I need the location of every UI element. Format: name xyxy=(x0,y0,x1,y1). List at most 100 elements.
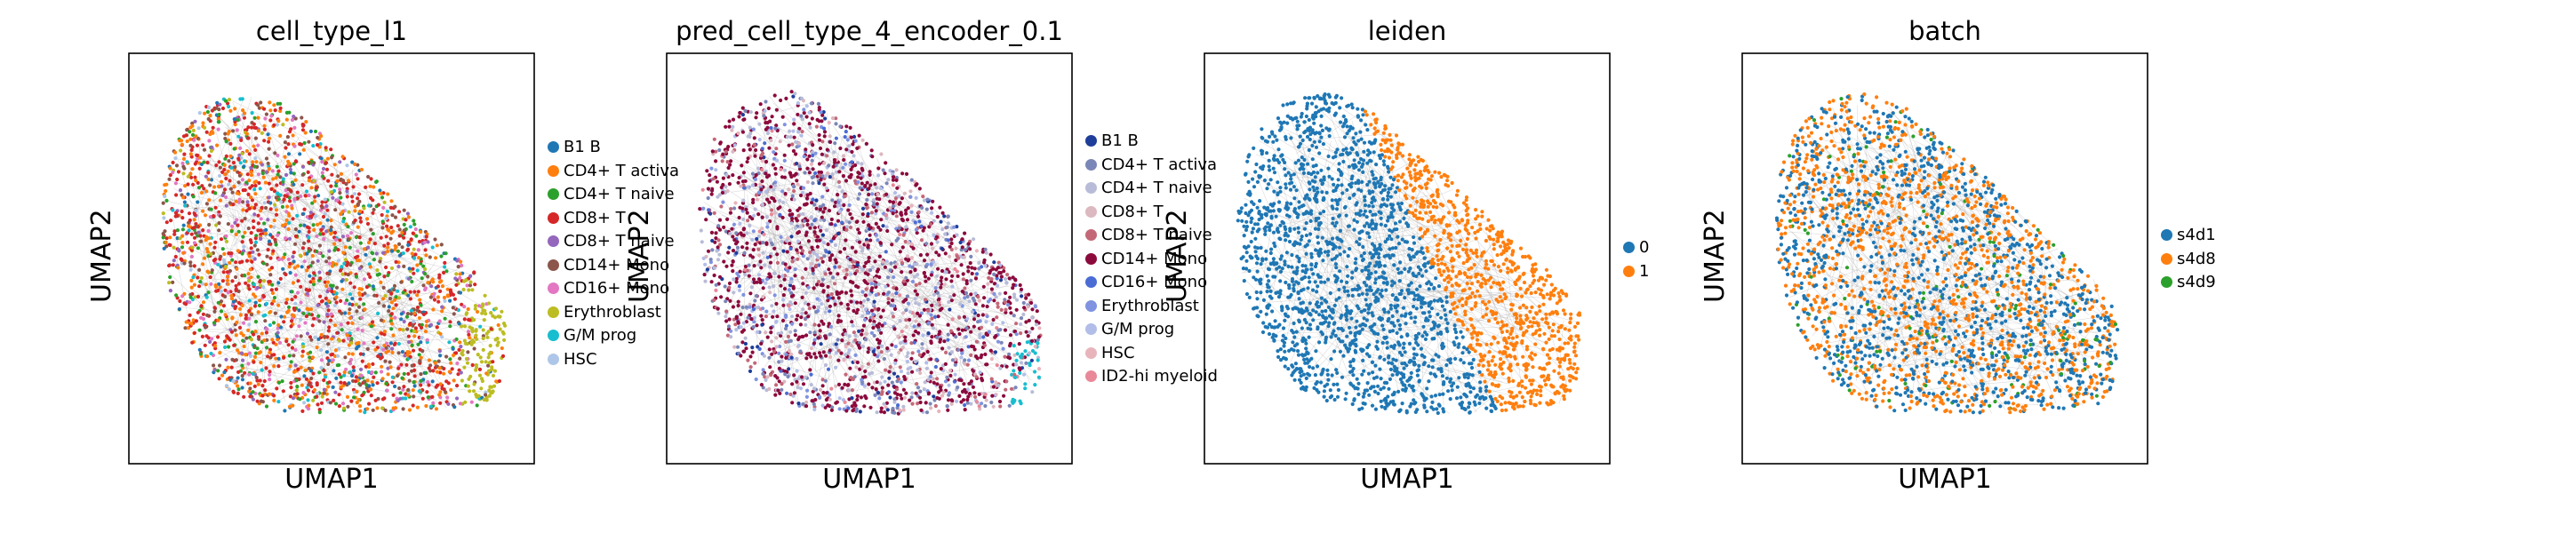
data-point xyxy=(241,235,245,239)
data-point xyxy=(236,391,240,395)
data-point xyxy=(904,211,908,216)
data-point xyxy=(756,234,761,239)
data-point xyxy=(957,331,962,337)
data-point xyxy=(268,100,272,105)
data-point xyxy=(893,358,898,362)
data-point xyxy=(500,330,505,334)
data-point xyxy=(936,314,940,319)
data-point xyxy=(291,217,295,221)
data-point xyxy=(382,332,387,337)
data-point xyxy=(884,181,889,186)
data-point xyxy=(870,386,875,390)
data-point xyxy=(226,101,230,106)
data-point xyxy=(222,187,228,192)
data-point xyxy=(189,232,194,236)
data-point xyxy=(415,293,420,298)
data-point xyxy=(232,117,236,122)
data-point xyxy=(949,402,954,406)
data-point xyxy=(252,206,257,211)
data-point xyxy=(236,376,240,380)
data-point xyxy=(732,290,736,295)
data-point xyxy=(411,403,415,408)
data-point xyxy=(866,211,870,216)
data-point xyxy=(243,274,247,278)
data-point xyxy=(278,133,283,138)
data-point xyxy=(386,249,390,254)
data-point xyxy=(227,345,231,349)
data-point xyxy=(500,346,504,351)
data-point xyxy=(369,195,373,201)
data-point xyxy=(965,401,970,405)
data-point xyxy=(486,301,492,306)
data-point xyxy=(828,304,832,308)
data-point xyxy=(241,200,245,204)
data-point xyxy=(196,294,201,298)
data-point xyxy=(294,334,299,338)
data-point xyxy=(330,337,334,341)
data-point xyxy=(328,318,333,322)
data-point xyxy=(479,386,484,391)
data-point xyxy=(339,380,343,385)
data-point xyxy=(224,176,228,181)
data-point xyxy=(447,340,452,345)
data-point xyxy=(264,366,268,370)
data-point xyxy=(371,232,375,236)
data-point xyxy=(826,242,830,247)
data-point xyxy=(823,116,828,121)
data-point xyxy=(348,307,352,312)
data-point xyxy=(258,298,262,303)
data-point xyxy=(244,353,248,357)
data-point xyxy=(702,273,707,277)
data-point xyxy=(480,378,484,384)
data-point xyxy=(354,235,359,240)
data-point xyxy=(207,198,212,203)
data-point xyxy=(908,270,913,274)
data-point xyxy=(905,218,910,222)
data-point xyxy=(1027,292,1031,297)
graph-edge xyxy=(736,115,967,304)
data-point xyxy=(346,321,350,325)
data-point xyxy=(356,192,362,196)
data-point xyxy=(204,189,209,194)
data-point xyxy=(340,202,345,206)
data-point xyxy=(901,233,906,237)
data-point xyxy=(460,353,465,357)
data-point xyxy=(358,409,363,413)
graph-edge xyxy=(228,287,316,381)
data-point xyxy=(921,228,925,233)
graph-edge xyxy=(189,165,215,311)
data-point xyxy=(474,333,478,338)
data-point xyxy=(362,247,367,251)
data-point xyxy=(992,298,996,303)
graph-edge xyxy=(821,339,837,349)
data-point xyxy=(758,102,763,107)
data-point xyxy=(434,256,438,260)
data-point xyxy=(189,322,194,326)
data-point xyxy=(760,322,764,327)
data-point xyxy=(256,228,260,233)
data-point xyxy=(968,247,972,251)
data-point xyxy=(380,331,384,336)
data-point xyxy=(278,175,283,179)
data-point xyxy=(236,117,240,123)
data-point xyxy=(703,262,708,266)
data-point xyxy=(180,241,185,245)
data-point xyxy=(757,277,762,282)
data-point xyxy=(444,379,449,384)
data-point xyxy=(293,301,298,306)
data-point xyxy=(249,195,253,200)
data-point xyxy=(246,328,251,332)
data-point xyxy=(1011,286,1015,290)
data-point xyxy=(833,223,837,227)
data-point xyxy=(905,354,909,359)
data-point xyxy=(270,353,275,357)
data-point xyxy=(264,112,268,116)
data-point xyxy=(437,273,442,277)
data-point xyxy=(1030,348,1036,354)
data-point xyxy=(191,128,196,132)
data-point xyxy=(930,335,934,339)
data-point xyxy=(236,180,241,185)
data-point xyxy=(357,266,362,271)
data-point xyxy=(220,279,225,283)
data-point xyxy=(743,336,748,340)
